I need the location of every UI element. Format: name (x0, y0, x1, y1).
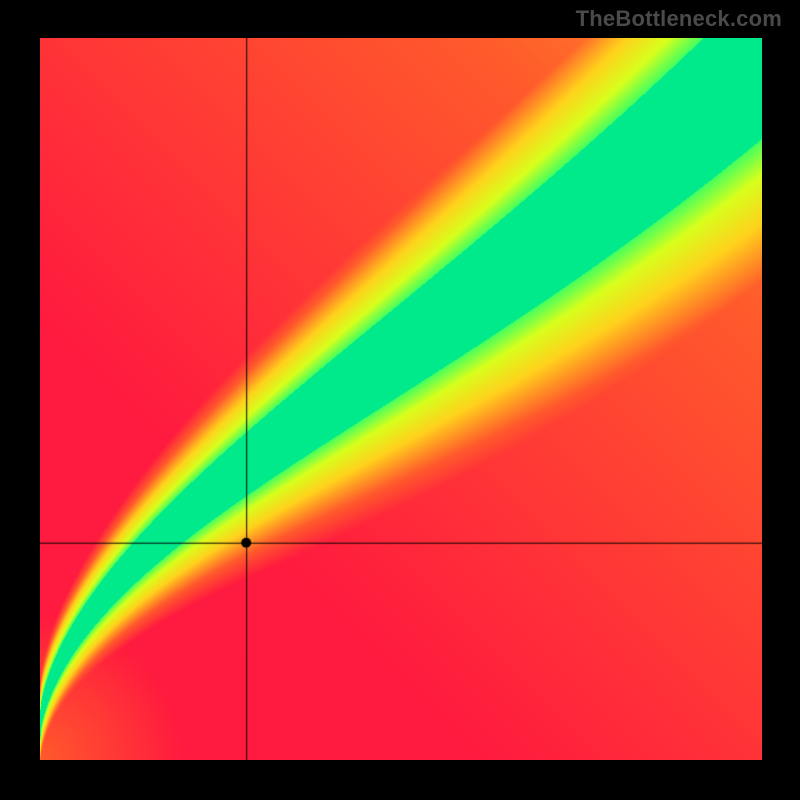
watermark-text: TheBottleneck.com (576, 6, 782, 32)
heatmap-canvas (40, 38, 762, 760)
figure-root: TheBottleneck.com (0, 0, 800, 800)
